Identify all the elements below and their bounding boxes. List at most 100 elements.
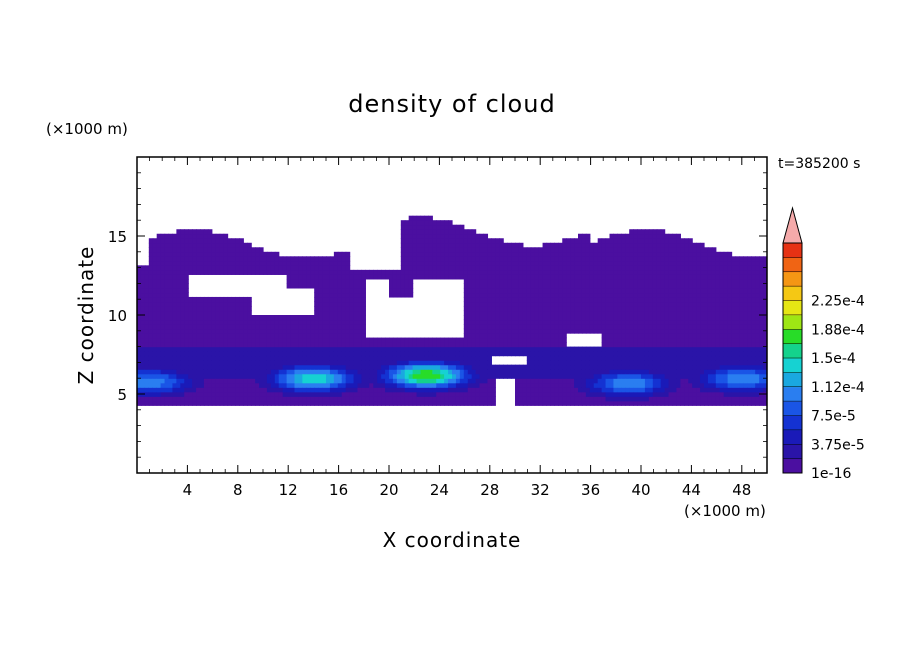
cloud-cell	[515, 315, 520, 321]
cloud-cell	[467, 328, 473, 334]
cloud-cell	[400, 337, 406, 343]
cloud-cell	[609, 233, 615, 239]
cloud-cell	[499, 292, 504, 298]
cloud-cell	[617, 247, 622, 253]
cloud-cell	[605, 238, 611, 244]
cloud-cell	[656, 337, 662, 343]
cloud-cell	[570, 238, 575, 244]
cloud-cell	[644, 342, 650, 348]
cloud-cell	[345, 301, 351, 307]
cloud-cell	[637, 260, 642, 266]
cloud-cell	[644, 278, 650, 284]
cloud-cell	[637, 400, 642, 406]
cloud-cell	[637, 242, 642, 248]
cloud-cell	[266, 382, 272, 388]
cloud-cell	[428, 233, 433, 239]
cloud-cell	[188, 328, 193, 334]
cloud-cell	[432, 378, 437, 384]
cloud-cell	[530, 269, 536, 275]
cloud-cell	[140, 378, 146, 384]
cloud-cell	[184, 283, 189, 289]
cloud-cell	[487, 315, 492, 321]
cloud-cell	[739, 310, 744, 316]
cloud-cell	[629, 342, 634, 348]
cloud-cell	[727, 391, 733, 397]
cloud-cell	[259, 328, 264, 334]
cloud-cell	[381, 360, 386, 366]
cloud-cell	[349, 333, 355, 339]
cloud-cell	[144, 342, 150, 348]
cloud-cell	[515, 364, 520, 370]
cloud-cell	[727, 296, 733, 303]
cloud-cell	[644, 346, 650, 352]
cloud-cell	[660, 319, 666, 325]
cloud-cell	[546, 256, 552, 262]
cloud-cell	[656, 346, 662, 352]
cloud-cell	[676, 337, 681, 343]
cloud-cell	[570, 400, 575, 406]
cloud-cell	[255, 400, 260, 406]
cloud-cell	[404, 233, 410, 239]
cloud-cell	[491, 301, 496, 307]
cloud-cell	[648, 233, 654, 239]
cloud-cell	[542, 373, 548, 379]
cloud-cell	[593, 324, 599, 330]
cloud-cell	[534, 296, 540, 303]
cloud-cell	[345, 319, 351, 325]
cloud-cell	[192, 310, 197, 316]
cloud-cell	[601, 355, 607, 361]
cloud-cell	[333, 346, 339, 352]
cloud-cell	[648, 278, 654, 284]
cloud-cell	[282, 269, 288, 275]
cloud-cell	[412, 382, 418, 388]
cloud-cell	[392, 269, 398, 275]
cloud-cell	[176, 296, 181, 303]
cloud-cell	[243, 391, 248, 397]
cloud-cell	[440, 220, 445, 226]
cloud-cell	[318, 305, 323, 312]
cloud-cell	[412, 396, 418, 402]
cloud-cell	[727, 283, 733, 289]
cloud-cell	[385, 355, 390, 361]
cloud-cell	[329, 400, 335, 406]
cloud-cell	[581, 346, 587, 352]
cloud-cell	[266, 391, 272, 397]
cloud-cell	[700, 324, 705, 330]
cloud-cell	[676, 346, 681, 352]
cloud-cell	[341, 369, 347, 375]
cloud-cell	[436, 269, 441, 275]
cloud-cell	[593, 378, 599, 384]
cloud-cell	[432, 391, 437, 397]
cloud-cell	[688, 346, 693, 352]
cloud-cell	[483, 274, 489, 280]
cloud-cell	[483, 305, 489, 312]
cloud-cell	[522, 400, 528, 406]
cloud-cell	[491, 283, 496, 289]
cloud-cell	[518, 346, 524, 352]
cloud-cell	[424, 233, 429, 239]
cloud-cell	[585, 319, 591, 325]
cloud-cell	[570, 355, 575, 361]
cloud-cell	[585, 251, 591, 257]
cloud-cell	[704, 319, 709, 325]
cloud-cell	[550, 301, 555, 307]
cloud-cell	[621, 387, 626, 393]
cloud-cell	[680, 364, 685, 370]
cloud-cell	[140, 324, 146, 330]
cloud-cell	[459, 364, 465, 370]
cloud-cell	[625, 382, 630, 388]
cloud-cell	[652, 355, 658, 361]
cloud-cell	[637, 387, 642, 393]
cloud-cell	[302, 333, 307, 339]
cloud-cell	[263, 260, 268, 266]
cloud-cell	[215, 373, 221, 379]
cloud-cell	[314, 378, 319, 384]
cloud-cell	[337, 319, 343, 325]
cloud-cell	[688, 292, 693, 298]
cloud-cell	[235, 310, 240, 316]
cloud-cell	[408, 346, 414, 352]
cloud-cell	[491, 346, 496, 352]
cloud-cell	[601, 260, 607, 266]
cloud-cell	[164, 387, 170, 393]
cloud-cell	[605, 391, 611, 397]
